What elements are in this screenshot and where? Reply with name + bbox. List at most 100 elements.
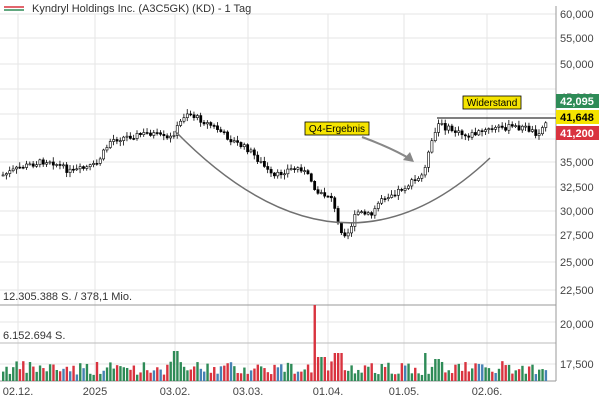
volume-bar	[115, 365, 119, 381]
candle-body	[209, 122, 213, 126]
candle-body	[467, 135, 471, 138]
volume-bar	[544, 370, 548, 381]
volume-bar	[460, 370, 464, 381]
y-tick-label: 27,500	[560, 230, 594, 242]
volume-bar	[48, 364, 52, 381]
volume-bar	[162, 374, 166, 381]
candle-body	[199, 115, 203, 123]
volume-bar	[283, 371, 286, 381]
candle-body	[437, 123, 441, 133]
candle-body	[88, 164, 92, 168]
volume-bar	[273, 364, 276, 381]
candle-body	[286, 168, 290, 175]
volume-bar	[89, 373, 92, 381]
volume-bar	[521, 365, 524, 381]
volume-bar	[125, 367, 129, 381]
volume-bar	[2, 371, 5, 381]
candle-body	[350, 226, 353, 234]
volume-bar	[467, 371, 471, 381]
volume-bar	[347, 370, 350, 381]
candle-body	[219, 129, 223, 133]
candle-body	[333, 197, 337, 209]
candle-body	[510, 124, 514, 127]
volume-bar	[417, 373, 420, 381]
volume-bar	[102, 370, 105, 381]
volume-bar	[360, 372, 363, 381]
candle-body	[316, 189, 320, 194]
candle-body	[18, 166, 22, 169]
candle-body	[149, 132, 152, 136]
candle-body	[41, 159, 45, 165]
volume-bar	[447, 370, 450, 381]
candle-body	[329, 195, 333, 199]
chart-overlay: Q4-Ergebnis Widerstand	[174, 95, 556, 224]
volume-bar	[199, 368, 203, 381]
candle-body	[269, 169, 273, 174]
volume-bar	[136, 374, 139, 381]
x-tick-label: 2025	[83, 386, 107, 398]
candle-body	[72, 168, 75, 171]
volume-bar	[491, 371, 494, 381]
candle-body	[457, 130, 461, 133]
candle-body	[530, 129, 534, 132]
candle-body	[380, 198, 384, 204]
candle-body	[517, 125, 521, 131]
y-tick-label: 55,000	[560, 33, 594, 45]
candle-body	[189, 113, 193, 116]
candle-body	[427, 151, 430, 168]
volume-bar	[393, 374, 397, 381]
candle-body	[323, 192, 327, 197]
candle-body	[417, 178, 420, 181]
candle-body	[313, 181, 317, 190]
volume-bar	[172, 351, 176, 381]
volume-bar	[310, 372, 313, 381]
volume-bar	[481, 364, 484, 381]
volume-bar	[206, 363, 209, 381]
candle-body	[1, 174, 5, 177]
candle-body	[15, 166, 18, 170]
x-tick-label: 02.12.	[3, 386, 34, 398]
volume-bar	[343, 370, 347, 381]
volume-bar	[484, 367, 487, 381]
volume-bar	[296, 371, 300, 381]
candle-body	[105, 147, 109, 151]
volume-bar	[541, 369, 544, 381]
volume-bar	[142, 362, 146, 381]
volume-bar	[266, 372, 270, 381]
candle-body	[420, 174, 424, 179]
volume-bar	[464, 362, 467, 381]
volume-bar	[253, 368, 256, 381]
y-tick-label: 20,000	[560, 319, 594, 331]
candle-body	[407, 185, 410, 189]
volume-bar	[534, 374, 538, 381]
volume-bar	[407, 363, 410, 381]
volume-bar	[186, 370, 189, 381]
volume-bar	[132, 365, 136, 381]
volume-bar	[353, 373, 357, 381]
volume-bar	[517, 369, 521, 381]
volume-bar	[213, 367, 216, 381]
candle-body	[440, 123, 444, 125]
candle-body	[11, 168, 15, 172]
volume-bar	[424, 353, 427, 381]
volume-bar	[35, 371, 38, 381]
volume-bar	[326, 370, 330, 381]
volume-bar	[280, 364, 283, 381]
volume-bar	[156, 367, 159, 381]
volume-bar	[192, 366, 196, 381]
candle-body	[346, 232, 350, 237]
volume-bar	[397, 373, 400, 381]
candle-body	[460, 130, 464, 136]
candle-body	[132, 138, 136, 140]
volume-bar	[22, 361, 25, 381]
candle-body	[202, 122, 206, 125]
candlestick-series	[1, 109, 548, 240]
candle-body	[182, 117, 186, 122]
volume-bar	[471, 368, 474, 381]
candle-body	[410, 179, 414, 187]
candle-body	[155, 132, 159, 134]
volume-bar	[109, 362, 112, 381]
candle-body	[122, 136, 126, 141]
candle-body	[108, 141, 112, 148]
candle-body	[306, 170, 310, 175]
